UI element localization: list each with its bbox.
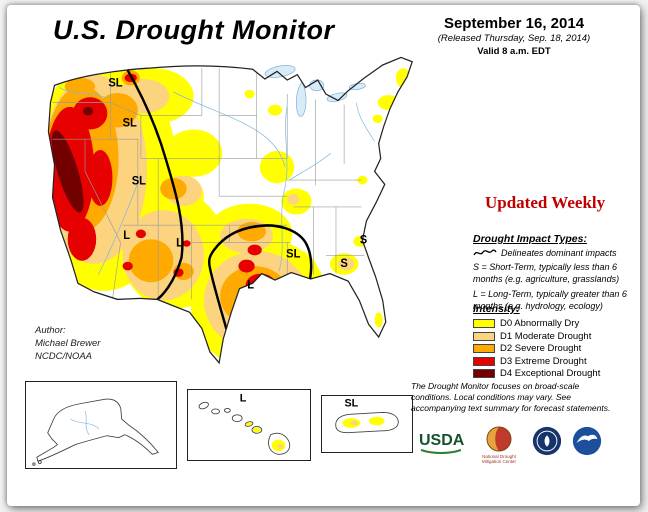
agency-logos: USDA National Drought Mitigation Center	[411, 425, 639, 475]
valid-time: Valid 8 a.m. EDT	[477, 46, 551, 57]
great-lakes	[264, 65, 366, 117]
usda-logo-text: USDA	[419, 432, 465, 449]
author-label: Author:	[35, 325, 66, 336]
puerto-rico-impact-label: SL	[344, 398, 358, 410]
hawaii-impact-label: L	[240, 393, 247, 405]
d3-swatch	[473, 356, 495, 366]
impact-types-panel: Drought Impact Types: Delineates dominan…	[473, 233, 640, 313]
impact-label: SL	[123, 117, 137, 129]
impact-label: SL	[132, 175, 146, 187]
legend-row-d1: D1 Moderate Drought	[473, 331, 640, 342]
d1-swatch	[473, 331, 495, 341]
page-title: U.S. Drought Monitor	[53, 15, 335, 45]
impact-label: L	[176, 237, 183, 249]
map-impact-labels: SL SL SL L L SL L S S	[108, 77, 367, 292]
legend-row-d2: D2 Severe Drought	[473, 343, 640, 354]
rivers	[59, 87, 375, 275]
ndmc-logo: National Drought Mitigation Center	[475, 425, 523, 465]
date-block: September 16, 2014 (Released Thursday, S…	[397, 15, 631, 57]
puerto-rico-inset: SL	[321, 395, 413, 453]
commerce-seal-logo	[531, 425, 563, 457]
d0-label: D0 Abnormally Dry	[500, 318, 580, 329]
author-name: Michael Brewer	[35, 337, 101, 349]
impact-label: SL	[286, 248, 300, 260]
d2-label: D2 Severe Drought	[500, 343, 582, 354]
d4-swatch	[473, 369, 495, 378]
impact-label: S	[340, 258, 348, 270]
d4-label: D4 Exceptional Drought	[500, 368, 601, 379]
d3-label: D3 Extreme Drought	[500, 355, 587, 367]
noaa-logo-icon	[572, 426, 602, 456]
conus-map: SL SL SL L L SL L S S	[21, 51, 463, 379]
intensity-heading: Intensity:	[473, 303, 520, 315]
squiggle-line-icon	[473, 249, 497, 256]
hawaii-map: L	[198, 393, 291, 455]
impact-label: SL	[108, 77, 122, 89]
legend-row-d0: D0 Abnormally Dry	[473, 318, 640, 329]
legend-row-d4: D4 Exceptional Drought	[473, 368, 640, 379]
long-term-definition: L = Long-Term, typically greater than 6 …	[473, 289, 627, 312]
author-org: NCDC/NOAA	[35, 350, 93, 362]
noaa-logo	[571, 425, 603, 457]
impact-label: S	[360, 234, 368, 246]
intensity-legend: Intensity: D0 Abnormally Dry D1 Moderate…	[473, 303, 640, 379]
alaska-inset	[25, 381, 177, 469]
impact-types-heading: Drought Impact Types:	[473, 233, 587, 245]
drought-monitor-page: U.S. Drought Monitor September 16, 2014 …	[7, 5, 640, 506]
hawaii-inset: L	[187, 389, 311, 461]
usda-logo-icon: USDA	[419, 432, 465, 454]
usda-logo: USDA	[411, 425, 467, 459]
drought-center-logo-icon	[486, 426, 512, 452]
map-date: September 16, 2014	[443, 15, 585, 32]
d1-label: D1 Moderate Drought	[500, 330, 592, 342]
ndmc-caption: National Drought Mitigation Center	[481, 454, 517, 465]
delineates-row: Delineates dominant impacts	[473, 248, 640, 258]
legend-row-d3: D3 Extreme Drought	[473, 356, 640, 367]
delineates-label: Delineates dominant impacts	[501, 248, 617, 258]
impact-label: L	[247, 279, 254, 291]
alaska-map	[32, 398, 159, 466]
updated-weekly-note: Updated Weekly	[485, 193, 606, 212]
short-term-definition: S = Short-Term, typically less than 6 mo…	[473, 262, 620, 284]
d0-swatch	[473, 319, 495, 328]
puerto-rico-map: SL	[335, 398, 399, 434]
impact-label: L	[123, 230, 130, 242]
release-date: (Released Thursday, Sep. 18, 2014)	[437, 33, 591, 44]
author-block: Author: Michael Brewer NCDC/NOAA	[35, 325, 100, 363]
conus-map-svg: SL SL SL L L SL L S S	[47, 56, 413, 364]
d2-swatch	[473, 344, 495, 353]
commerce-seal-icon	[532, 426, 562, 456]
disclaimer-text: The Drought Monitor focuses on broad-sca…	[411, 381, 611, 414]
